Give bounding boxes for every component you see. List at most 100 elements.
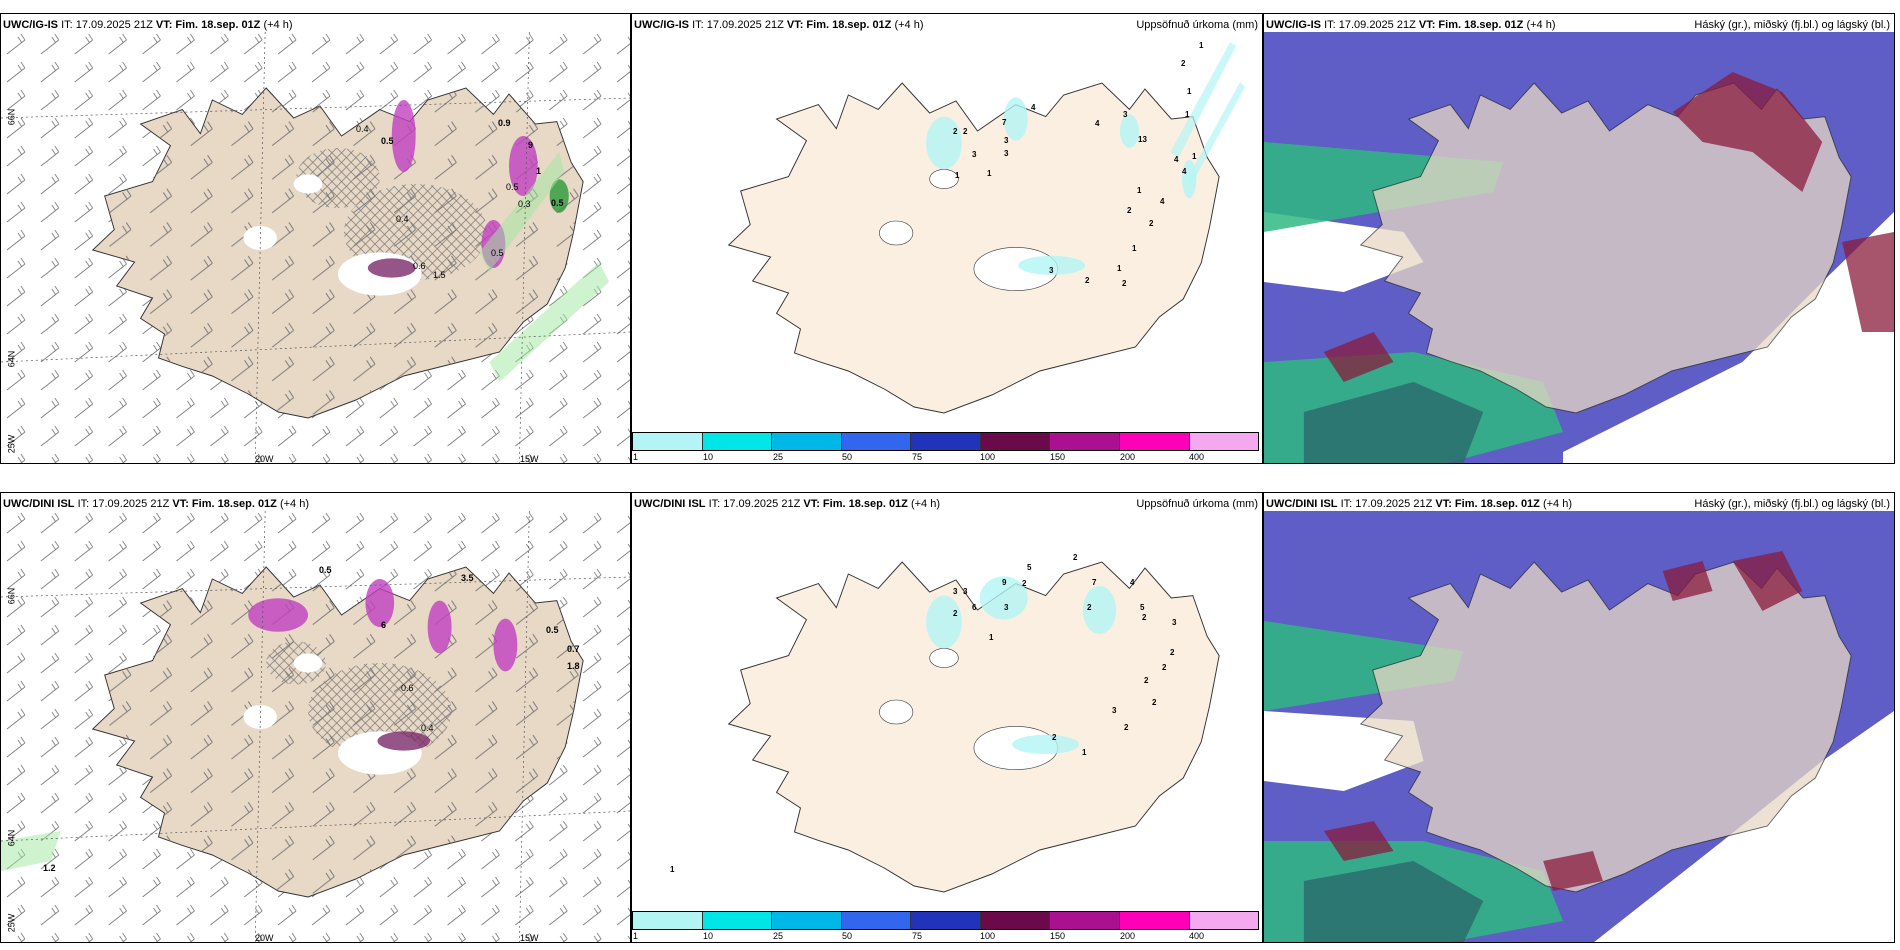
precip-value: 1 [670,865,675,874]
wind-map-value: 0.5 [546,625,559,635]
colorbar-bin [911,912,981,929]
longitude-label: 15W [520,933,539,943]
cloud-title: Háský (gr.), miðský (fj.bl.) og lágský (… [1694,498,1890,510]
panel-header: UWC/IG-IS IT: 17.09.2025 21Z VT: Fim. 18… [3,19,293,31]
precip-value: 1 [1187,87,1192,96]
colorbar-tick: 10 [703,452,714,462]
wind-map-value: 1.5 [433,270,446,280]
colorbar-bin [702,433,773,450]
wind-map-value: 1.2 [43,863,56,873]
longitude-label: 15W [520,454,539,464]
colorbar-bin [633,912,703,929]
colorbar-tick: 1 [633,931,639,941]
precip-value: 3 [1004,136,1009,145]
cloud-panel-row2: UWC/DINI ISL IT: 17.09.2025 21Z VT: Fim.… [1263,492,1895,943]
colorbar-tick: 400 [1189,452,1205,462]
latitude-label: 66N [6,587,17,605]
precip-colorbar [632,432,1259,451]
precip-value: 3 [953,587,958,596]
precip-value: 2 [953,609,958,618]
precip-value: 2 [1085,276,1090,285]
precip-value: 2 [1022,579,1027,588]
wind-map-value: 0.4 [421,723,434,733]
colorbar-bin [980,912,1051,929]
cloud-panel-row1: UWC/IG-IS IT: 17.09.2025 21Z VT: Fim. 18… [1263,13,1895,464]
precip-value: 2 [1152,698,1157,707]
colorbar-bin [980,433,1051,450]
longitude-label: 25W [6,913,17,933]
precip-panel-row1: UWC/IG-IS IT: 17.09.2025 21Z VT: Fim. 18… [631,13,1263,464]
wind-map-value: 6 [381,620,387,630]
precip-value: 2 [1122,279,1127,288]
precip-value: 3 [1004,149,1009,158]
precip-value: 7 [1002,118,1007,127]
precip-value: 4 [1130,578,1135,587]
precip-value: 4 [1095,119,1100,128]
precip-value: 1 [987,169,992,178]
panel-header: UWC/DINI ISL IT: 17.09.2025 21Z VT: Fim.… [634,498,941,510]
colorbar-bin [1189,433,1259,450]
precip-value: 3 [1112,706,1117,715]
colorbar-bin [841,912,912,929]
colorbar-tick: 100 [980,931,996,941]
wind-map-value: 9 [528,140,534,150]
precip-value: 4 [1174,155,1179,164]
colorbar-bin [1189,912,1259,929]
precip-value: 2 [1087,603,1092,612]
wind-map-value: 3.5 [461,573,474,583]
colorbar-bin [1050,433,1120,450]
cloud-map [1264,511,1894,942]
precip-value: 3 [1172,618,1177,627]
wind-map-value: 0.3 [518,199,531,209]
colorbar-bin [633,433,703,450]
colorbar-tick: 10 [703,931,714,941]
precip-value: 5 [1140,603,1145,612]
colorbar-bin [841,433,912,450]
precip-map [632,511,1262,921]
wind-precip-map [1,32,630,463]
precip-value: 1 [1137,186,1142,195]
colorbar-tick: 150 [1050,452,1066,462]
longitude-label: 20W [255,933,274,943]
precip-value: 2 [953,127,958,136]
colorbar-tick: 75 [912,452,923,462]
precip-value: 2 [1124,723,1129,732]
colorbar-tick: 25 [773,931,784,941]
latitude-label: 64N [6,350,17,368]
panel-header: UWC/DINI ISL IT: 17.09.2025 21Z VT: Fim.… [1266,498,1573,510]
precip-value: 2 [1052,733,1057,742]
wind-map-value: 0.4 [396,214,409,224]
colorbar-bin [1119,433,1190,450]
precip-value: 7 [1092,578,1097,587]
precip-value: 3 [963,587,968,596]
colorbar-tick: 200 [1120,452,1136,462]
cloud-title: Háský (gr.), miðský (fj.bl.) og lágský (… [1694,19,1890,31]
precip-value: 3 [1004,603,1009,612]
precip-value: 2 [1142,613,1147,622]
colorbar-bin [1050,912,1120,929]
colorbar-bin [772,912,842,929]
wind-map-value: 0.7 [567,644,580,654]
precip-value: 1 [1082,748,1087,757]
precip-value: 4 [1182,167,1187,176]
precip-value: 1 [1192,152,1197,161]
colorbar-tick: 25 [773,452,784,462]
wind-map-value: 1.8 [567,661,580,671]
longitude-label: 25W [6,434,17,454]
precip-panel-row2: UWC/DINI ISL IT: 17.09.2025 21Z VT: Fim.… [631,492,1263,943]
colorbar-tick: 1 [633,452,639,462]
precip-value: 2 [963,127,968,136]
wind-map-value: 0.5 [381,136,394,146]
cloud-map [1264,32,1894,463]
colorbar-bin [702,912,773,929]
colorbar-tick: 75 [912,931,923,941]
precip-value: 1 [1185,110,1190,119]
panel-header: UWC/IG-IS IT: 17.09.2025 21Z VT: Fim. 18… [634,19,924,31]
wind-map-value: 1 [536,166,542,176]
colorbar-tick: 50 [842,452,853,462]
precip-value: 1 [989,633,994,642]
wind-precip-map [1,511,630,942]
precip-value: 2 [1127,206,1132,215]
precip-value: 2 [1149,219,1154,228]
colorbar-bin [911,433,981,450]
